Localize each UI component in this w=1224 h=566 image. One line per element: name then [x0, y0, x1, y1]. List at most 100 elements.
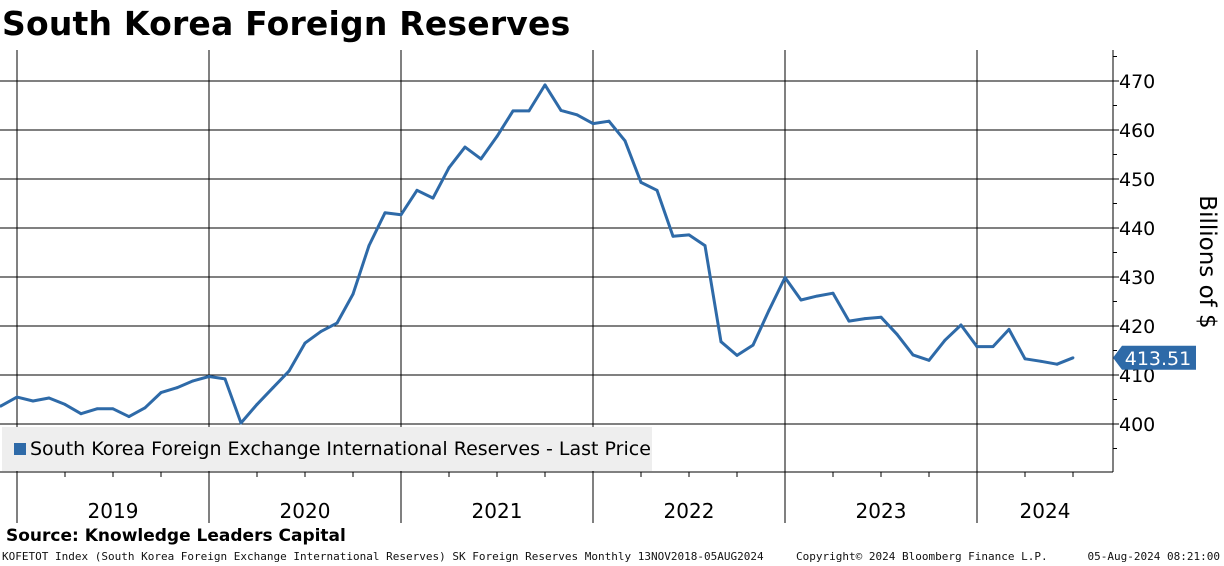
data-point-2018-12	[0, 404, 3, 408]
data-point-2022-06	[671, 234, 675, 238]
data-point-2020-12	[383, 211, 387, 215]
legend-label: South Korea Foreign Exchange Internation…	[30, 438, 651, 460]
year-label-2024: 2024	[1020, 499, 1071, 523]
data-point-2024-05	[1039, 359, 1043, 363]
y-tick-label-420: 420	[1119, 316, 1155, 338]
data-point-2020-03	[239, 421, 243, 425]
data-point-2023-03	[815, 294, 819, 298]
y-tick-label-440: 440	[1119, 218, 1155, 240]
data-point-2023-11	[943, 338, 947, 342]
data-point-2023-12	[959, 323, 963, 327]
data-point-2024-06	[1055, 362, 1059, 366]
year-label-2019: 2019	[88, 499, 139, 523]
data-point-2020-09	[335, 321, 339, 325]
x-axis-ticks	[64, 472, 1074, 477]
data-point-2020-11	[367, 244, 371, 248]
data-point-2020-04	[255, 403, 259, 406]
y-tick-label-460: 460	[1119, 120, 1155, 142]
footer-copyright: Copyright© 2024 Bloomberg Finance L.P.	[796, 550, 1048, 563]
y-tick-label-430: 430	[1119, 267, 1155, 289]
data-point-2022-03	[623, 139, 627, 143]
data-point-2019-07	[111, 407, 115, 411]
data-point-2019-01	[15, 395, 19, 399]
data-point-2021-08	[511, 109, 515, 113]
footer-index-description: KOFETOT Index (South Korea Foreign Excha…	[2, 550, 764, 563]
year-label-2023: 2023	[856, 499, 907, 523]
data-point-2019-05	[79, 412, 83, 416]
y-tick-label-450: 450	[1119, 169, 1155, 191]
data-point-2021-11	[559, 109, 563, 112]
data-point-2022-09	[719, 340, 723, 344]
data-point-2021-02	[415, 188, 419, 192]
data-point-2023-06	[863, 317, 867, 320]
data-point-2024-04	[1023, 357, 1027, 361]
data-point-2023-09	[911, 353, 915, 357]
data-point-2019-12	[191, 379, 195, 383]
data-point-2020-06	[287, 369, 291, 373]
data-point-2022-02	[607, 119, 611, 123]
y-axis-ticks: 400 410 420 430 440 450 460 470	[1113, 56, 1155, 449]
last-value-tag	[1113, 345, 1196, 370]
series-line-group	[0, 83, 1075, 425]
series-line	[0, 83, 1074, 425]
data-point-2020-08	[319, 330, 323, 333]
data-point-2021-10	[543, 83, 547, 87]
year-label-2020: 2020	[280, 499, 331, 523]
data-point-2021-01	[399, 213, 403, 217]
horizontal-gridlines	[0, 80, 1113, 425]
legend: South Korea Foreign Exchange Internation…	[2, 427, 652, 471]
data-point-2022-08	[703, 244, 707, 248]
data-point-2021-09	[527, 109, 531, 113]
x-axis-year-labels: 2019 2020 2021 2022 2023 2024	[88, 499, 1071, 523]
data-point-2023-05	[847, 319, 851, 323]
data-point-2022-07	[687, 233, 691, 237]
data-point-2022-12	[767, 308, 771, 312]
data-point-2019-06	[95, 407, 99, 411]
data-point-2019-04	[63, 403, 67, 406]
data-point-2024-01	[975, 345, 979, 348]
data-point-2020-07	[303, 341, 307, 345]
data-point-2023-07	[879, 315, 883, 319]
data-point-2022-11	[751, 343, 755, 347]
data-point-2020-10	[351, 292, 355, 296]
year-label-2021: 2021	[472, 499, 523, 523]
data-point-2021-12	[575, 113, 579, 117]
legend-swatch	[14, 443, 26, 455]
footer-timestamp: 05-Aug-2024 08:21:00	[1087, 550, 1220, 563]
data-point-2021-06	[479, 157, 483, 161]
data-point-2020-05	[271, 386, 275, 390]
last-value-marker-group: 413.51	[1113, 345, 1196, 370]
chart-title: South Korea Foreign Reserves	[2, 4, 571, 43]
data-point-2023-08	[895, 332, 899, 336]
y-axis-label: Billions of $	[1194, 195, 1220, 328]
data-point-2021-07	[495, 135, 499, 138]
data-point-2023-10	[927, 358, 931, 362]
data-point-2019-11	[175, 386, 179, 390]
data-point-2021-04	[447, 166, 451, 170]
source-note: Source: Knowledge Leaders Capital	[6, 526, 346, 546]
data-point-2019-09	[143, 406, 147, 410]
data-point-2019-03	[47, 396, 51, 400]
data-point-2024-02	[991, 345, 995, 348]
data-point-2019-10	[159, 391, 163, 394]
y-tick-label-410: 410	[1119, 365, 1155, 387]
data-point-2019-08	[127, 415, 131, 418]
year-label-2022: 2022	[664, 499, 715, 523]
data-point-2022-04	[639, 181, 643, 184]
data-point-2020-02	[223, 377, 227, 381]
data-point-2024-07	[1071, 356, 1075, 360]
last-value-label: 413.51	[1125, 348, 1191, 370]
data-point-2020-01	[207, 375, 211, 378]
data-point-2023-04	[831, 291, 835, 295]
data-point-2022-10	[735, 354, 739, 357]
data-point-2021-05	[463, 145, 467, 149]
data-point-2021-03	[431, 196, 435, 200]
data-point-2019-02	[31, 399, 35, 403]
data-point-2022-05	[655, 188, 659, 192]
data-point-2024-03	[1007, 328, 1011, 331]
data-point-2023-02	[799, 298, 803, 302]
data-point-2023-01	[783, 276, 787, 279]
y-tick-label-400: 400	[1119, 414, 1155, 436]
data-point-2022-01	[591, 122, 595, 125]
